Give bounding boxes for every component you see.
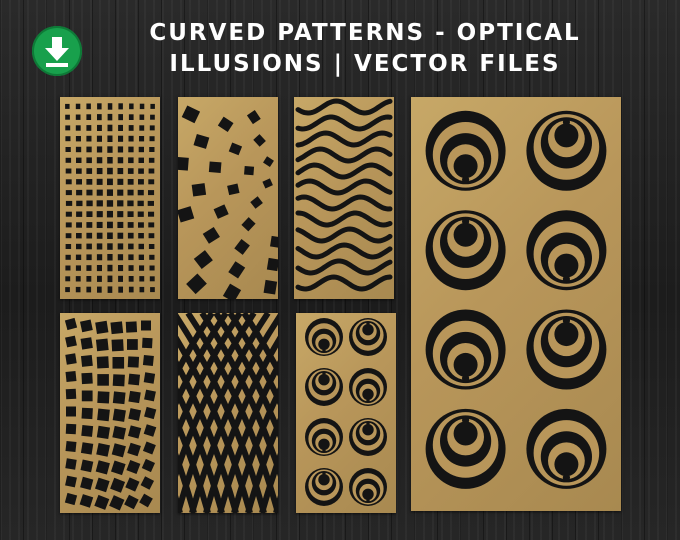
wavy-lines-panel [294, 97, 394, 299]
curved-squares-panel [178, 97, 278, 299]
square-grid-curve-panel [60, 313, 160, 513]
download-badge[interactable] [32, 26, 82, 76]
concentric-arcs-small-panel [296, 313, 396, 513]
download-arrow-icon [45, 37, 69, 67]
curved-mesh-panel [178, 313, 278, 513]
concentric-arcs-large-panel [411, 97, 621, 511]
page-title: CURVED PATTERNS - OPTICAL ILLUSIONS | VE… [110, 18, 620, 80]
title-line-2: ILLUSIONS | VECTOR FILES [169, 51, 561, 77]
title-line-1: CURVED PATTERNS - OPTICAL [149, 20, 581, 46]
grid-cube-illusion-panel [60, 97, 160, 299]
